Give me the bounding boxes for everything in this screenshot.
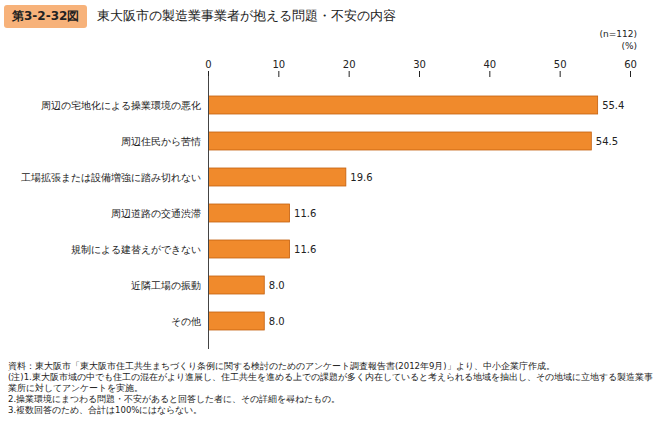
svg-text:10: 10 (272, 59, 285, 70)
svg-text:その他: その他 (171, 316, 201, 327)
svg-text:近隣工場の振動: 近隣工場の振動 (131, 280, 201, 291)
svg-text:11.6: 11.6 (294, 208, 316, 219)
html-text:(注)1.東大阪市域の中でも住工の混在がより進展し、住工共生: (注)1.東大阪市域の中でも住工の混在がより進展し、住工共生を進める上での課題が… (8, 372, 653, 393)
svg-text:55.4: 55.4 (602, 100, 624, 111)
svg-text:周辺の宅地化による操業環境の悪化: 周辺の宅地化による操業環境の悪化 (41, 100, 201, 111)
html-text:3.複数回答のため、合計は100%にはならない。: 3.複数回答のため、合計は100%にはならない。 (8, 405, 203, 415)
svg-text:11.6: 11.6 (294, 244, 316, 255)
svg-text:20: 20 (343, 59, 356, 70)
svg-text:0: 0 (205, 59, 211, 70)
svg-text:54.5: 54.5 (596, 136, 618, 147)
svg-text:60: 60 (624, 59, 637, 70)
svg-text:周辺住民から苦情: 周辺住民から苦情 (121, 136, 201, 147)
svg-text:8.0: 8.0 (269, 316, 285, 327)
svg-text:工場拡張または設備増強に踏み切れない: 工場拡張または設備増強に踏み切れない (21, 172, 201, 183)
svg-text:30: 30 (413, 59, 426, 70)
html-text:資料：東大阪市「東大阪市住工共生まちづくり条例に関する検討の: 資料：東大阪市「東大阪市住工共生まちづくり条例に関する検討のためのアンケート調査… (8, 361, 555, 371)
html-text:2.操業環境にまつわる問題・不安があると回答した者に、その詳: 2.操業環境にまつわる問題・不安があると回答した者に、その詳細を尋ねたもの。 (8, 394, 341, 404)
html-text:東大阪市の製造業事業者が抱える問題・不安の内容: 東大阪市の製造業事業者が抱える問題・不安の内容 (97, 8, 397, 23)
svg-text:40: 40 (483, 59, 496, 70)
svg-text:規制による建替えができない: 規制による建替えができない (71, 244, 201, 255)
svg-text:19.6: 19.6 (350, 172, 372, 183)
html-text:第3-2-32図: 第3-2-32図 (12, 8, 80, 23)
html-text:(n=112): (n=112) (599, 29, 637, 39)
svg-text:50: 50 (554, 59, 567, 70)
svg-text:周辺道路の交通渋滞: 周辺道路の交通渋滞 (111, 208, 201, 219)
svg-text:8.0: 8.0 (269, 280, 285, 291)
